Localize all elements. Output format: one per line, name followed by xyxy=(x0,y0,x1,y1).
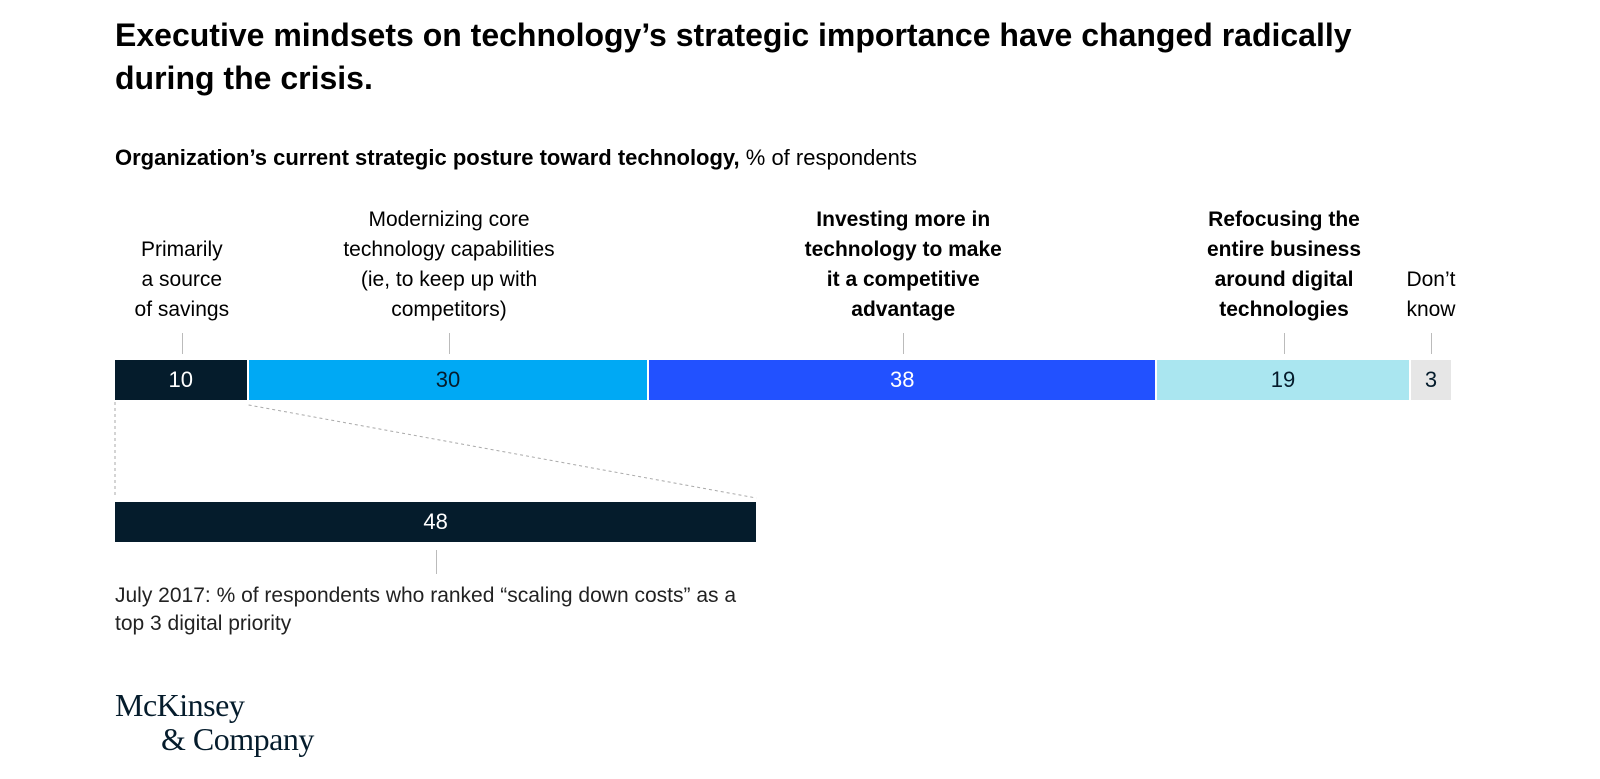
bar-segment: 10 xyxy=(115,360,249,400)
bar-segment: 19 xyxy=(1157,360,1411,400)
annotation-tick xyxy=(435,550,437,574)
bar-segment: 3 xyxy=(1410,360,1451,400)
subtitle-unit: % of respondents xyxy=(739,145,917,170)
label-tick xyxy=(449,333,450,354)
mckinsey-logo: McKinsey & Company xyxy=(115,688,314,756)
data-label: 38 xyxy=(889,367,915,392)
label-tick xyxy=(1284,333,1285,354)
data-label: 10 xyxy=(168,367,194,392)
label-tick xyxy=(903,333,905,354)
annotation-2017: July 2017: % of respondents who ranked “… xyxy=(115,584,737,635)
logo-line-1: McKinsey xyxy=(115,687,245,723)
category-label: Primarily a source of savings xyxy=(134,238,230,321)
category-label: Investing more in technology to make it … xyxy=(804,208,1002,321)
category-label: Refocusing the entire business around di… xyxy=(1206,208,1362,321)
label-tick xyxy=(181,333,183,354)
chart-title: Executive mindsets on technology’s strat… xyxy=(115,17,1352,96)
bar-segment: 38 xyxy=(649,360,1158,400)
chart-subtitle: Organization’s current strategic posture… xyxy=(115,145,917,171)
bar-segment: 30 xyxy=(248,360,650,400)
bar-2017: 48 xyxy=(115,502,757,542)
data-label: 30 xyxy=(435,367,461,392)
data-label: 48 xyxy=(423,509,448,534)
subtitle-bold: Organization’s current strategic posture… xyxy=(115,145,740,170)
category-label: Don’t know xyxy=(1406,268,1456,321)
label-tick xyxy=(1430,333,1432,354)
category-label: Modernizing core technology capabilities… xyxy=(343,208,555,321)
connector-line xyxy=(248,404,757,499)
data-label: 3 xyxy=(1424,367,1438,392)
data-label: 19 xyxy=(1270,367,1296,392)
logo-line-2: & Company xyxy=(161,721,314,757)
